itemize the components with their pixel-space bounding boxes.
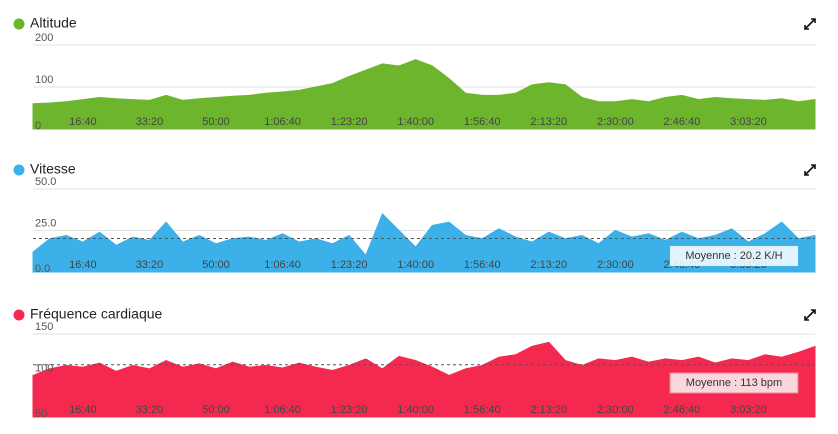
x-tick-label: 2:30:00 (597, 116, 634, 128)
y-tick-label: 25.0 (35, 217, 56, 229)
x-tick-label: 2:30:00 (597, 259, 634, 271)
expand-icon[interactable] (804, 164, 816, 176)
x-tick-label: 1:40:00 (397, 404, 434, 416)
x-tick-label: 1:06:40 (264, 404, 301, 416)
average-box (669, 372, 799, 394)
legend-dot (13, 18, 25, 30)
x-tick-label: 2:46:40 (664, 116, 701, 128)
x-tick-label: 1:56:40 (464, 259, 501, 271)
average-label: Moyenne : 20.2 K/H (685, 250, 782, 262)
y-tick-label: 100 (35, 74, 53, 86)
x-tick-label: 1:06:40 (264, 259, 301, 271)
x-tick-label: 50:00 (202, 116, 230, 128)
x-tick-label: 2:30:00 (597, 404, 634, 416)
x-tick-label: 50:00 (202, 259, 230, 271)
y-tick-label: 200 (35, 32, 53, 44)
x-tick-label: 33:20 (136, 259, 164, 271)
average-label: Moyenne : 113 bpm (686, 377, 782, 389)
x-tick-label: 2:13:20 (530, 404, 567, 416)
x-tick-label: 2:13:20 (530, 259, 567, 271)
area (32, 59, 816, 130)
x-tick-label: 1:40:00 (397, 116, 434, 128)
y-tick-label: 50 (35, 408, 47, 420)
x-tick-label: 16:40 (69, 259, 97, 271)
chart-title: Fréquence cardiaque (30, 306, 163, 322)
x-tick-label: 1:23:20 (331, 116, 368, 128)
x-tick-label: 16:40 (69, 404, 97, 416)
x-tick-label: 3:03:20 (730, 404, 767, 416)
average-box (670, 246, 798, 266)
legend-dot (13, 164, 25, 176)
y-tick-label: 0.0 (35, 263, 50, 275)
x-tick-label: 1:23:20 (331, 259, 368, 271)
x-tick-label: 2:46:40 (664, 404, 701, 416)
legend-dot (13, 309, 25, 321)
y-tick-label: 0 (35, 120, 41, 132)
x-tick-label: 1:40:00 (397, 259, 434, 271)
x-tick-label: 2:13:20 (530, 116, 567, 128)
y-tick-label: 100 (35, 362, 53, 374)
x-tick-label: 1:56:40 (464, 404, 501, 416)
chart-title: Vitesse (30, 161, 76, 177)
x-tick-label: 50:00 (202, 404, 230, 416)
expand-icon[interactable] (804, 309, 816, 321)
x-tick-label: 33:20 (136, 404, 164, 416)
area (32, 341, 816, 418)
area (32, 213, 816, 273)
x-tick-label: 33:20 (136, 116, 164, 128)
chart-title: Altitude (30, 15, 77, 31)
x-tick-label: 1:56:40 (464, 116, 501, 128)
y-tick-label: 150 (35, 321, 53, 333)
y-tick-label: 50.0 (35, 176, 56, 188)
x-tick-label: 16:40 (69, 116, 97, 128)
x-tick-label: 1:23:20 (331, 404, 368, 416)
x-tick-label: 3:03:20 (730, 116, 767, 128)
x-tick-label: 1:06:40 (264, 116, 301, 128)
expand-icon[interactable] (804, 18, 816, 30)
